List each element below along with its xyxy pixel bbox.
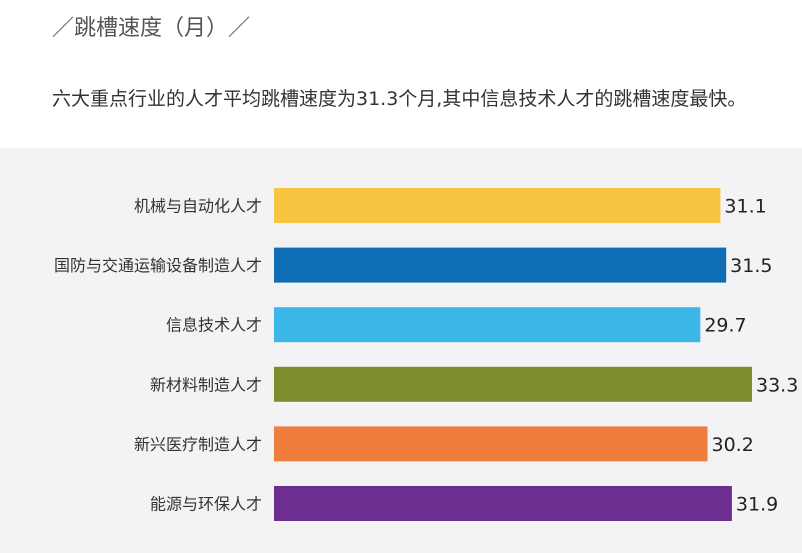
chart-subtitle: 六大重点行业的人才平均跳槽速度为31.3个月,其中信息技术人才的跳槽速度最快。 — [52, 88, 747, 110]
category-label: 新材料制造人才 — [150, 375, 262, 394]
bar — [274, 307, 701, 343]
category-label: 信息技术人才 — [166, 316, 262, 335]
bar — [274, 486, 732, 521]
value-label: 33.3 — [756, 374, 798, 396]
page-title: ／跳槽速度（月）／ — [52, 16, 251, 41]
category-label: 国防与交通运输设备制造人才 — [54, 256, 262, 275]
value-label: 31.5 — [730, 255, 772, 277]
bar — [274, 247, 727, 283]
category-label: 机械与自动化人才 — [134, 197, 262, 216]
bar — [274, 188, 721, 223]
value-label: 31.9 — [736, 494, 778, 516]
value-label: 31.1 — [724, 196, 766, 218]
bar — [274, 366, 752, 402]
bar — [274, 426, 708, 462]
category-label: 新兴医疗制造人才 — [134, 435, 262, 454]
value-label: 30.2 — [712, 434, 754, 456]
value-label: 29.7 — [704, 315, 746, 337]
category-label: 能源与环保人才 — [150, 495, 262, 514]
header: ／跳槽速度（月）／ 六大重点行业的人才平均跳槽速度为31.3个月,其中信息技术人… — [0, 0, 802, 148]
